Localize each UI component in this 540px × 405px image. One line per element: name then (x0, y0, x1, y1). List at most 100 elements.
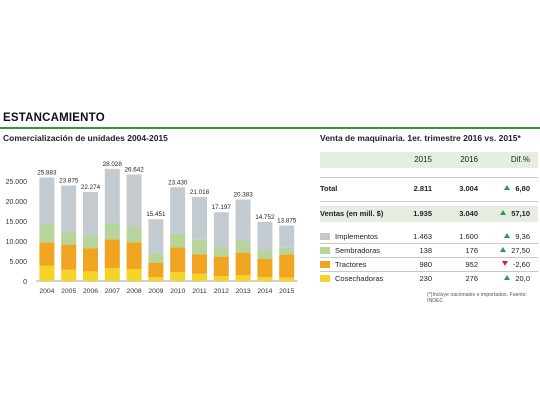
row-dif-cell: -2,60 (501, 260, 530, 269)
section-title: ESTANCAMIENTO (3, 112, 105, 124)
row-2015: 230 (419, 274, 432, 283)
total-label: 17.197 (212, 204, 232, 211)
row-dif-cell: 27,50 (500, 246, 530, 255)
table-divider (320, 257, 538, 258)
bar-segment-sembradoras (235, 241, 251, 253)
legend-swatch-sembradoras (320, 247, 330, 254)
total-dif-cell: 6,80 (504, 184, 530, 193)
bar-segment-tractores (235, 252, 251, 275)
bar-segment-implementos (235, 199, 251, 241)
bar-segment-implementos (126, 174, 142, 227)
row-label-cell: Implementos (320, 232, 378, 241)
row-2015: 1.463 (413, 232, 432, 241)
bar-segment-cosechadoras (148, 277, 164, 281)
total-label: 14.752 (255, 214, 275, 221)
bar-segment-tractores (104, 239, 120, 269)
col-header-2016: 2016 (460, 155, 478, 164)
bar-segment-implementos (279, 225, 295, 248)
total-label: 23.875 (59, 178, 79, 185)
legend-swatch-tractores (320, 261, 330, 268)
y-tick-label: 25.000 (6, 179, 28, 186)
footnote: (*)Incluye nacionales e importados. Fuen… (427, 292, 528, 304)
x-tick-label: 2008 (127, 288, 142, 295)
row-2016: 176 (465, 246, 478, 255)
total-label: 22.274 (81, 184, 101, 191)
x-tick-label: 2006 (83, 288, 98, 295)
row-2016: 952 (465, 260, 478, 269)
bar-segment-cosechadoras (170, 272, 186, 281)
title-rule (0, 127, 540, 129)
row-2016: 276 (465, 274, 478, 283)
bar-segment-implementos (257, 221, 273, 251)
total-label: 15.451 (146, 211, 166, 218)
bar-segment-implementos (104, 168, 120, 224)
bar-segment-tractores (192, 254, 207, 274)
bar-segment-implementos (192, 196, 207, 240)
bar-segment-sembradoras (104, 223, 120, 240)
bar-segment-sembradoras (192, 239, 207, 255)
total-label: 26.642 (124, 166, 144, 173)
row-dif: 9,36 (515, 232, 530, 241)
total-label: 25.883 (37, 169, 57, 176)
row-label-cell: Sembradoras (320, 246, 380, 255)
y-tick-label: 5.000 (9, 259, 27, 266)
x-tick-label: 2004 (39, 288, 54, 295)
chart-title: Comercialización de unidades 2004-2015 (3, 133, 168, 143)
total-2015: 2.811 (413, 184, 432, 193)
bar-segment-sembradoras (170, 233, 186, 248)
bar-segment-tractores (213, 256, 229, 277)
total-label: 28.028 (103, 161, 123, 168)
row-label: Sembradoras (335, 246, 381, 255)
bar-segment-implementos (148, 219, 164, 254)
y-tick-label: 10.000 (6, 239, 28, 246)
y-tick-label: 15.000 (6, 219, 28, 226)
table-title: Venta de maquinaria. 1er. trimestre 2016… (320, 133, 521, 143)
bar-segment-sembradoras (39, 225, 55, 243)
total-label: 13.875 (277, 218, 297, 225)
bar-segment-tractores (61, 244, 77, 270)
bar-segment-cosechadoras (192, 273, 207, 281)
bar-segment-cosechadoras (257, 277, 273, 281)
total-label: 21.018 (190, 189, 210, 196)
bar-segment-cosechadoras (61, 269, 77, 281)
bar-segment-sembradoras (279, 247, 295, 255)
row-dif-cell: 20,0 (504, 274, 530, 283)
ventas-label: Ventas (en mill. $) (320, 209, 384, 218)
ventas-2016: 3.040 (459, 209, 478, 218)
total-label: 23.430 (168, 179, 188, 186)
table-divider (320, 177, 538, 178)
row-dif: 20,0 (515, 274, 530, 283)
bar-segment-implementos (170, 187, 186, 234)
bar-segment-sembradoras (61, 231, 77, 245)
bar-segment-cosechadoras (279, 277, 295, 281)
bar-segment-tractores (83, 248, 98, 272)
table-divider (320, 243, 538, 244)
stacked-bar-chart: 0 5.000 10.000 15.000 20.000 25.000 25.883 2004… (6, 161, 298, 295)
bar-segment-sembradoras (126, 227, 142, 243)
bar-segment-cosechadoras (126, 269, 142, 281)
x-tick-label: 2010 (170, 288, 185, 295)
row-label: Tractores (335, 260, 367, 269)
total-2016: 3.004 (459, 184, 478, 193)
col-header-dif: Dif.% (510, 155, 530, 164)
x-tick-label: 2007 (105, 288, 120, 295)
down-arrow-icon (501, 261, 508, 266)
total-label: Total (320, 184, 338, 193)
up-arrow-icon (504, 233, 511, 238)
ventas-dif-cell: 57,10 (500, 206, 530, 222)
x-tick-label: 2011 (192, 288, 207, 295)
bar-segment-cosechadoras (235, 275, 251, 281)
x-tick-label: 2009 (148, 288, 163, 295)
bar-segment-cosechadoras (83, 271, 98, 281)
legend-swatch-cosechadoras (320, 275, 330, 282)
row-2016: 1.600 (459, 232, 478, 241)
ventas-dif: 57,10 (511, 209, 530, 218)
bar-segment-implementos (213, 212, 229, 247)
bar-segment-cosechadoras (213, 276, 229, 281)
x-tick-label: 2013 (236, 288, 251, 295)
col-header-2015: 2015 (414, 155, 432, 164)
bar-segment-sembradoras (148, 253, 164, 263)
row-dif: -2,60 (512, 260, 530, 269)
table-divider (320, 201, 538, 202)
